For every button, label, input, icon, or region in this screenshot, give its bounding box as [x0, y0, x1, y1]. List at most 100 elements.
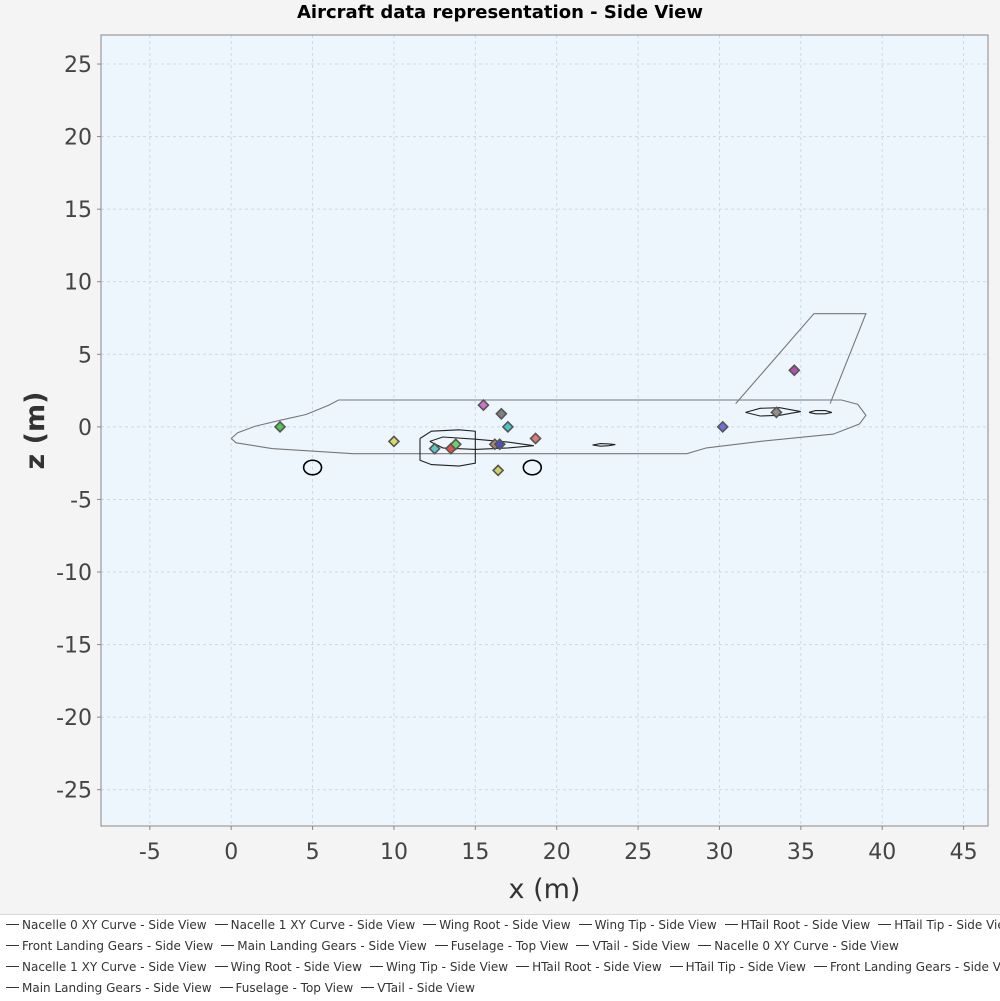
y-tick-label: -5	[70, 488, 92, 513]
legend-label: Wing Tip - Side View	[594, 918, 717, 932]
legend-line-icon	[669, 966, 683, 967]
x-tick-label: 5	[306, 840, 320, 865]
legend-line-icon	[361, 987, 375, 988]
legend-label: Fuselage - Top View	[235, 981, 354, 995]
legend-label: HTail Tip - Side View	[894, 918, 1000, 932]
legend-line-icon	[219, 987, 233, 988]
legend-line-icon	[516, 966, 530, 967]
y-tick-label: 0	[78, 416, 92, 441]
legend-item: HTail Tip - Side View	[669, 960, 806, 974]
data-point-marker	[493, 438, 506, 451]
legend-label: HTail Tip - Side View	[685, 960, 806, 974]
legend-line-icon	[369, 966, 383, 967]
legend-item: Nacelle 0 XY Curve - Side View	[6, 918, 207, 932]
series-main-landing-gears-side-view	[522, 459, 543, 476]
legend-item: Front Landing Gears - Side View	[6, 939, 213, 953]
y-tick-label: -25	[56, 779, 92, 804]
x-axis-label: x (m)	[509, 874, 581, 905]
legend-item: Nacelle 1 XY Curve - Side View	[6, 960, 207, 974]
data-point-marker	[716, 420, 729, 434]
y-tick-label: 20	[64, 126, 92, 151]
y-axis-label: z (m)	[20, 392, 51, 470]
series-layer	[230, 313, 867, 476]
y-tick-label: 25	[64, 53, 92, 78]
legend-label: Nacelle 1 XY Curve - Side View	[230, 918, 416, 932]
legend-label: Wing Root - Side View	[230, 960, 362, 974]
x-tick-label: 20	[543, 840, 571, 865]
x-tick-label: -5	[139, 840, 161, 865]
legend-line-icon	[878, 924, 892, 925]
plot-border	[100, 34, 989, 827]
tick-layer: -5 0 5 10 15 20 25 30 35 40 45 25 20 15 10 5 0 -5 -10 -15 -2…	[56, 53, 978, 865]
y-tick-label: -10	[56, 561, 92, 586]
data-point-marker	[495, 407, 508, 420]
y-tick-label: 15	[64, 198, 92, 223]
legend-item: Fuselage - Top View	[219, 981, 354, 995]
legend-label: HTail Root - Side View	[740, 918, 871, 932]
plot-area[interactable]: -5 0 5 10 15 20 25 30 35 40 45 25 20 15 10 5 0 -5 -10 -15 -2…	[0, 0, 1000, 912]
marker-layer	[273, 364, 801, 477]
series-htail-root-side-view	[745, 407, 801, 417]
legend-item: Front Landing Gears - Side View	[813, 960, 1000, 974]
legend-line-icon	[6, 987, 19, 988]
y-tick-label: -20	[56, 706, 92, 731]
y-tick-label: 5	[78, 343, 92, 368]
data-point-marker	[387, 435, 401, 448]
data-point-marker	[529, 432, 542, 445]
legend-line-icon	[214, 966, 228, 967]
legend: Nacelle 0 XY Curve - Side View Nacelle 1 …	[0, 914, 1000, 1001]
legend-item: VTail - Side View	[361, 981, 475, 995]
x-tick-label: 0	[224, 840, 238, 865]
legend-line-icon	[698, 945, 712, 946]
legend-item: Main Landing Gears - Side View	[6, 981, 212, 995]
series-fuselage-top-view	[230, 399, 867, 455]
data-point-marker	[788, 364, 801, 377]
x-tick-label: 40	[868, 840, 896, 865]
legend-item: HTail Tip - Side View	[878, 918, 1000, 932]
legend-line-icon	[423, 924, 437, 925]
legend-label: Nacelle 1 XY Curve - Side View	[22, 960, 207, 974]
chart-title: Aircraft data representation - Side View	[296, 2, 704, 23]
data-point-marker	[273, 420, 287, 434]
legend-item: VTail - Side View	[576, 939, 690, 953]
legend-label: Nacelle 0 XY Curve - Side View	[714, 939, 899, 953]
x-tick-label: 45	[950, 840, 978, 865]
legend-row: Front Landing Gears - Side View Main Land…	[6, 939, 907, 959]
legend-label: Wing Tip - Side View	[385, 960, 509, 974]
legend-item: Nacelle 0 XY Curve - Side View	[698, 939, 899, 953]
data-point-marker	[477, 398, 490, 412]
legend-line-icon	[221, 945, 235, 946]
legend-line-icon	[6, 966, 19, 967]
legend-row: Nacelle 1 XY Curve - Side View Wing Root …	[6, 960, 1000, 980]
legend-item: HTail Root - Side View	[516, 960, 662, 974]
x-tick-label: 30	[705, 840, 733, 865]
legend-line-icon	[214, 924, 228, 925]
legend-line-icon	[434, 945, 448, 946]
x-tick-label: 10	[380, 840, 408, 865]
legend-label: Main Landing Gears - Side View	[237, 939, 427, 953]
legend-label: Fuselage - Top View	[450, 939, 569, 953]
legend-line-icon	[6, 945, 19, 946]
legend-line-icon	[6, 924, 19, 925]
legend-row: Main Landing Gears - Side View Fuselage -…	[6, 981, 483, 1001]
x-tick-label: 35	[787, 840, 815, 865]
grid-lines	[101, 35, 988, 826]
x-tick-label: 25	[624, 840, 652, 865]
legend-item: Nacelle 1 XY Curve - Side View	[214, 918, 416, 932]
legend-row: Nacelle 0 XY Curve - Side View Nacelle 1 …	[6, 918, 1000, 938]
legend-item: Wing Tip - Side View	[578, 918, 717, 932]
series-nacelle-0-xy-curve-side-view	[419, 429, 476, 467]
legend-item: Main Landing Gears - Side View	[221, 939, 427, 953]
legend-label: Wing Root - Side View	[439, 918, 571, 932]
legend-label: HTail Root - Side View	[532, 960, 662, 974]
series-front-landing-gears-side-view	[302, 459, 323, 476]
legend-item: HTail Root - Side View	[724, 918, 871, 932]
series-htail-tip-side-view	[808, 410, 832, 415]
legend-item: Wing Root - Side View	[214, 960, 362, 974]
data-point-marker	[449, 438, 462, 451]
legend-item: Fuselage - Top View	[434, 939, 569, 953]
data-point-marker	[770, 406, 783, 419]
y-tick-label: -15	[56, 634, 92, 659]
legend-item: Wing Tip - Side View	[369, 960, 509, 974]
data-point-marker	[428, 442, 441, 455]
